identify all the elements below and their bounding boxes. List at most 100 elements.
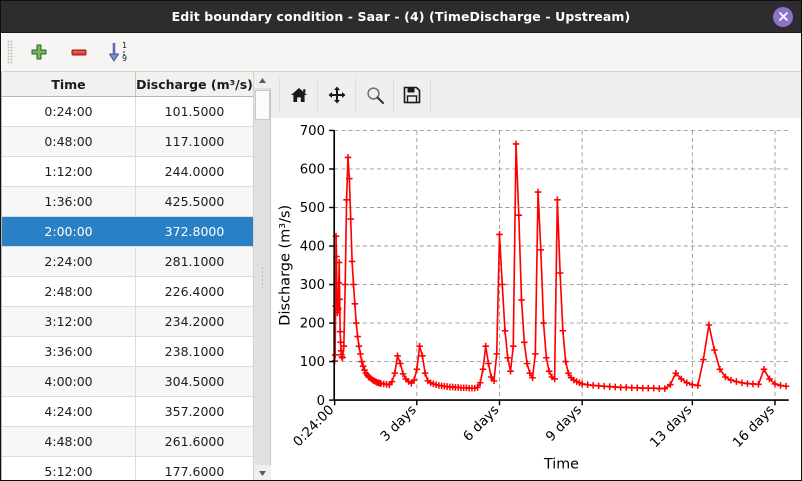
plot-canvas: 0 100 200 300 400 500 600 700 0:24:00 3 days 6 day…	[277, 124, 790, 473]
cell-discharge[interactable]: 226.4000	[164, 284, 225, 299]
matplotlib-toolbar	[271, 72, 801, 118]
chevron-down-icon	[259, 470, 266, 476]
pan-button[interactable]	[317, 78, 355, 112]
save-button[interactable]	[393, 78, 431, 112]
toolbar-grip[interactable]	[7, 40, 13, 64]
y-tick-label: 600	[300, 163, 325, 178]
body-split: Time Discharge (m³/s) 0:24:00 101.5000 0:4…	[1, 72, 801, 480]
table-row[interactable]: 0:48:00 117.1000	[2, 127, 253, 157]
column-header-time[interactable]: Time	[2, 72, 136, 96]
home-icon	[290, 88, 307, 102]
table-row[interactable]: 1:12:00 244.0000	[2, 157, 253, 187]
add-row-button[interactable]	[19, 36, 59, 68]
titlebar: Edit boundary condition - Saar - (4) (Ti…	[1, 1, 801, 33]
scrollbar-thumb[interactable]	[255, 90, 270, 120]
cell-time[interactable]: 1:12:00	[2, 157, 136, 186]
y-tick-label: 0	[317, 394, 325, 409]
y-tick-label: 200	[300, 317, 325, 332]
floppy-disk-icon	[403, 86, 421, 104]
x-tick-label: 13 days	[648, 403, 696, 451]
data-table: Time Discharge (m³/s) 0:24:00 101.5000 0:4…	[1, 72, 253, 480]
table-row[interactable]: 2:48:00 226.4000	[2, 277, 253, 307]
cell-discharge[interactable]: 177.6000	[164, 464, 225, 479]
table-row[interactable]: 2:00:00 372.8000	[2, 217, 253, 247]
table-row[interactable]: 2:24:00 281.1000	[2, 247, 253, 277]
x-tick-label: 6 days	[461, 403, 503, 445]
table-scroll-wrap: Time Discharge (m³/s) 0:24:00 101.5000 0:4…	[1, 72, 271, 480]
cell-time[interactable]: 0:24:00	[2, 97, 136, 126]
cell-discharge[interactable]: 117.1000	[164, 134, 225, 149]
y-tick-label: 300	[300, 278, 325, 293]
scrollbar-grip-dots	[261, 265, 264, 288]
data-table-panel: Time Discharge (m³/s) 0:24:00 101.5000 0:4…	[1, 72, 271, 480]
column-header-discharge[interactable]: Discharge (m³/s)	[136, 76, 253, 92]
cell-discharge[interactable]: 357.2000	[164, 404, 225, 419]
zoom-button[interactable]	[355, 78, 393, 112]
svg-text:9: 9	[122, 54, 127, 63]
table-row[interactable]: 3:36:00 238.1000	[2, 337, 253, 367]
scroll-down-button[interactable]	[254, 465, 271, 480]
plot-tick-labels: 0 100 200 300 400 500 600 700 0:24:00 3 days 6 day…	[291, 124, 778, 451]
move-icon	[328, 86, 345, 104]
table-row[interactable]: 5:12:00 177.6000	[2, 457, 253, 480]
svg-text:1: 1	[122, 41, 127, 50]
home-button[interactable]	[279, 78, 317, 112]
chart-panel: 0 100 200 300 400 500 600 700 0:24:00 3 days 6 day…	[271, 72, 801, 480]
close-icon	[778, 12, 788, 21]
cell-time[interactable]: 3:36:00	[2, 337, 136, 366]
cell-time[interactable]: 4:24:00	[2, 397, 136, 426]
x-tick-label: 16 days	[730, 403, 778, 451]
discharge-time-plot[interactable]: 0 100 200 300 400 500 600 700 0:24:00 3 days 6 day…	[271, 118, 801, 480]
close-button[interactable]	[773, 6, 793, 27]
cell-discharge[interactable]: 372.8000	[164, 224, 225, 239]
cell-time[interactable]: 2:00:00	[2, 217, 136, 246]
cell-discharge[interactable]: 304.5000	[164, 374, 225, 389]
cell-discharge[interactable]: 425.5000	[164, 194, 225, 209]
minus-icon	[71, 49, 87, 56]
cell-time[interactable]: 2:24:00	[2, 247, 136, 276]
y-tick-label: 400	[300, 240, 325, 255]
cell-time[interactable]: 4:00:00	[2, 367, 136, 396]
cell-discharge[interactable]: 244.0000	[164, 164, 225, 179]
table-row[interactable]: 4:00:00 304.5000	[2, 367, 253, 397]
y-tick-label: 700	[300, 124, 325, 139]
plus-icon	[31, 44, 47, 60]
cell-time[interactable]: 4:48:00	[2, 427, 136, 456]
magnifier-icon	[366, 87, 384, 105]
table-row[interactable]: 0:24:00 101.5000	[2, 97, 253, 127]
table-rows: 0:24:00 101.5000 0:48:00 117.1000 1:12:00 244…	[2, 97, 253, 480]
cell-discharge[interactable]: 234.2000	[164, 314, 225, 329]
cell-discharge[interactable]: 238.1000	[164, 344, 225, 359]
cell-time[interactable]: 0:48:00	[2, 127, 136, 156]
table-row[interactable]: 1:36:00 425.5000	[2, 187, 253, 217]
sort-button[interactable]: 1 9	[99, 36, 139, 68]
cell-discharge[interactable]: 281.1000	[164, 254, 225, 269]
plot-gridlines	[334, 129, 789, 401]
cell-time[interactable]: 2:48:00	[2, 277, 136, 306]
x-tick-label: 9 days	[543, 403, 585, 445]
table-row[interactable]: 4:24:00 357.2000	[2, 397, 253, 427]
sort-descending-icon: 1 9	[109, 41, 127, 63]
window-title: Edit boundary condition - Saar - (4) (Ti…	[171, 9, 631, 24]
y-axis-label: Discharge (m³/s)	[277, 205, 293, 326]
table-header-row: Time Discharge (m³/s)	[2, 72, 253, 97]
scrollbar-track[interactable]	[254, 88, 270, 465]
x-tick-label: 0:24:00	[291, 403, 338, 450]
scroll-up-button[interactable]	[254, 72, 271, 88]
remove-row-button[interactable]	[59, 36, 99, 68]
table-vertical-scrollbar[interactable]	[253, 72, 271, 480]
main-toolbar: 1 9	[1, 33, 801, 72]
x-axis-label: Time	[543, 456, 579, 472]
plot-axes	[329, 129, 789, 406]
cell-discharge[interactable]: 261.6000	[164, 434, 225, 449]
cell-discharge[interactable]: 101.5000	[164, 104, 225, 119]
cell-time[interactable]: 3:12:00	[2, 307, 136, 336]
table-row[interactable]: 4:48:00 261.6000	[2, 427, 253, 457]
y-tick-label: 100	[300, 355, 325, 370]
chevron-up-icon	[259, 77, 266, 83]
cell-time[interactable]: 5:12:00	[2, 457, 136, 480]
cell-time[interactable]: 1:36:00	[2, 187, 136, 216]
y-tick-label: 500	[300, 201, 325, 216]
table-row[interactable]: 3:12:00 234.2000	[2, 307, 253, 337]
plot-series	[331, 140, 790, 392]
